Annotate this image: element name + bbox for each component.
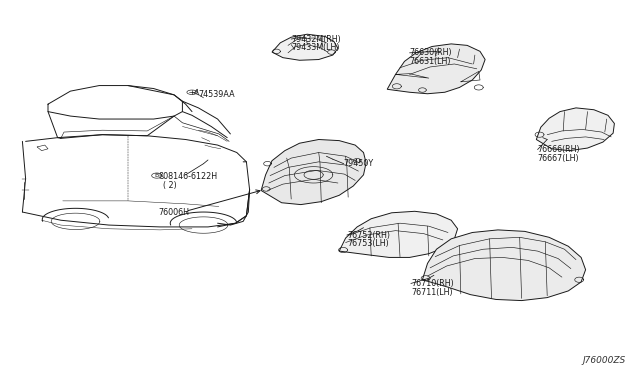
Text: 76631(LH): 76631(LH) — [410, 57, 451, 66]
Text: 79432M(RH): 79432M(RH) — [291, 35, 341, 44]
Text: 79450Y: 79450Y — [344, 159, 374, 168]
Text: 79433M(LH): 79433M(LH) — [291, 43, 340, 52]
Polygon shape — [272, 34, 338, 60]
Text: ( 2): ( 2) — [163, 181, 177, 190]
Text: 76666(RH): 76666(RH) — [538, 145, 580, 154]
Text: 76752(RH): 76752(RH) — [347, 231, 390, 240]
Text: 76630(RH): 76630(RH) — [410, 48, 452, 57]
Text: B: B — [154, 173, 158, 178]
Polygon shape — [422, 230, 586, 301]
Text: 76711(LH): 76711(LH) — [411, 288, 452, 296]
Text: 74539AA: 74539AA — [198, 90, 235, 99]
Text: 76710(RH): 76710(RH) — [411, 279, 454, 288]
Polygon shape — [387, 44, 485, 94]
Polygon shape — [261, 140, 366, 205]
Text: 76667(LH): 76667(LH) — [538, 154, 579, 163]
Polygon shape — [536, 108, 614, 151]
Text: 76753(LH): 76753(LH) — [347, 239, 388, 248]
Polygon shape — [339, 211, 458, 257]
Text: J76000ZS: J76000ZS — [582, 356, 626, 365]
Text: 76006H: 76006H — [159, 208, 189, 217]
Text: ß08146-6122H: ß08146-6122H — [159, 172, 218, 181]
